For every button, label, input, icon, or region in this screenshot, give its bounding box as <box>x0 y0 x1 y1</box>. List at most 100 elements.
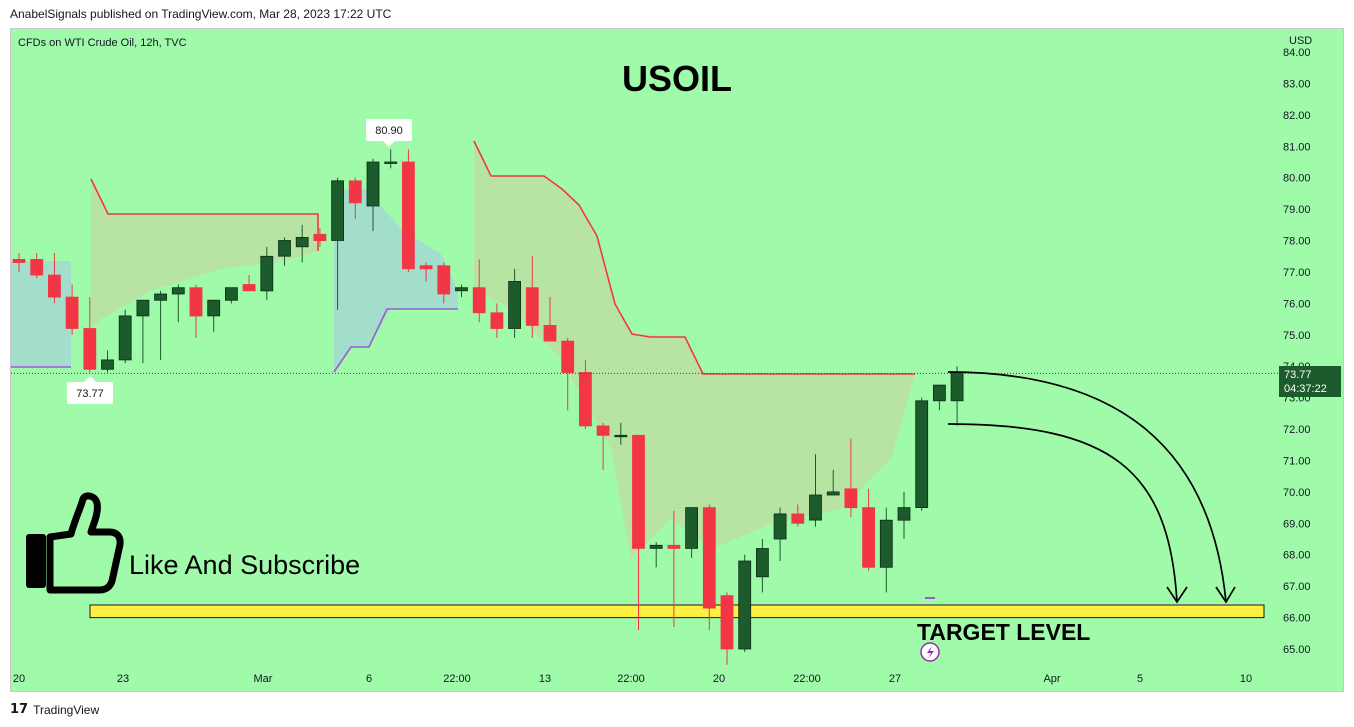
candle-body[interactable] <box>667 544 681 549</box>
candle-body[interactable] <box>879 519 893 568</box>
candle-body[interactable] <box>561 340 575 373</box>
candle-body[interactable] <box>472 287 486 314</box>
candle-body[interactable] <box>366 161 380 207</box>
candle-body[interactable] <box>260 255 274 292</box>
candle-body[interactable] <box>101 359 114 370</box>
candles-group <box>12 149 964 665</box>
candle-body[interactable] <box>579 372 592 427</box>
time-tick-label: 22:00 <box>617 673 645 685</box>
like-subscribe-text: Like And Subscribe <box>129 550 360 580</box>
candle-body[interactable] <box>118 315 132 361</box>
candle-body[interactable] <box>207 299 221 317</box>
candle-body[interactable] <box>136 299 150 317</box>
time-tick-label: 20 <box>13 673 25 685</box>
candle-body[interactable] <box>278 240 291 257</box>
candle-body[interactable] <box>826 491 840 496</box>
price-axis[interactable]: 65.00 66.00 67.00 68.00 69.00 70.00 71.00 72.00… <box>1283 47 1311 656</box>
candle-body[interactable] <box>950 372 964 402</box>
footer-brand[interactable]: TradingView <box>33 702 100 717</box>
candle-body[interactable] <box>30 258 44 276</box>
lightning-icon[interactable] <box>920 642 940 662</box>
time-tick-label: 5 <box>1137 673 1143 685</box>
price-tick-label: 79.00 <box>1283 204 1311 216</box>
candle-body[interactable] <box>83 328 97 370</box>
candle-body[interactable] <box>437 265 451 295</box>
candle-body[interactable] <box>862 507 875 568</box>
candle-body[interactable] <box>401 161 415 270</box>
time-tick-label: 6 <box>366 673 372 685</box>
candle-body[interactable] <box>189 287 203 317</box>
price-tick-label: 67.00 <box>1283 581 1311 593</box>
candle-body[interactable] <box>632 434 645 549</box>
forecast-arrow-1 <box>947 371 1227 603</box>
time-tick-label: 27 <box>889 673 901 685</box>
time-tick-label: 22:00 <box>793 673 821 685</box>
candle-body[interactable] <box>154 293 168 301</box>
candle-body[interactable] <box>915 400 929 508</box>
time-axis[interactable]: 20 23 Mar 6 22:00 13 22:00 20 22:00 27 Apr 5 10 <box>13 673 1252 685</box>
candle-body[interactable] <box>844 488 858 509</box>
candle-body[interactable] <box>12 258 26 263</box>
candle-body[interactable] <box>702 507 716 609</box>
price-tick-label: 77.00 <box>1283 267 1311 279</box>
tradingview-logo-icon: 𝟭𝟳 <box>10 702 29 717</box>
time-tick-label: Mar <box>254 673 273 685</box>
candle-body[interactable] <box>614 434 628 438</box>
purple-cloud-fill-2 <box>334 189 458 372</box>
red-cloud-fill-1 <box>91 179 318 329</box>
currency-label: USD <box>1289 35 1312 47</box>
chart-background <box>11 29 1343 691</box>
candle-body[interactable] <box>773 513 787 540</box>
candle-body[interactable] <box>295 236 309 248</box>
time-tick-label: 23 <box>117 673 129 685</box>
candle-body[interactable] <box>933 384 946 402</box>
candle-body[interactable] <box>685 507 698 549</box>
candle-body[interactable] <box>455 287 468 292</box>
red-cloud-fill-2 <box>474 141 915 559</box>
candle-body[interactable] <box>348 180 362 204</box>
candle-body[interactable] <box>543 324 557 342</box>
published-by: AnabelSignals published on TradingView.c… <box>10 7 392 21</box>
time-tick-label: Apr <box>1043 673 1060 685</box>
price-tick-label: 81.00 <box>1283 141 1311 153</box>
candle-body[interactable] <box>224 287 238 301</box>
candle-body[interactable] <box>171 287 185 295</box>
candle-body[interactable] <box>809 494 822 521</box>
candle-body[interactable] <box>331 180 345 241</box>
price-tick-label: 66.00 <box>1283 613 1311 625</box>
chart-frame[interactable]: CFDs on WTI Crude Oil, 12h, TVC USD USOI… <box>10 28 1344 692</box>
candle-body[interactable] <box>65 296 79 329</box>
candle-body[interactable] <box>791 513 805 524</box>
candle-body[interactable] <box>738 560 752 650</box>
candle-body[interactable] <box>48 274 61 298</box>
candle-body[interactable] <box>649 544 663 549</box>
chart-title: USOIL <box>622 58 732 99</box>
price-tick-label: 80.00 <box>1283 173 1311 185</box>
candle-body[interactable] <box>419 265 433 270</box>
purple-cloud-fill-1 <box>11 261 71 367</box>
candle-body[interactable] <box>508 280 522 329</box>
price-tick-label: 76.00 <box>1283 298 1311 310</box>
red-cloud-line-1 <box>90 178 319 251</box>
candle-body[interactable] <box>897 507 911 521</box>
candle-body[interactable] <box>384 161 398 164</box>
forecast-arrow-2 <box>947 423 1178 603</box>
thumbs-up-icon <box>26 492 124 594</box>
candlestick-chart[interactable]: CFDs on WTI Crude Oil, 12h, TVC USD USOI… <box>11 29 1344 692</box>
target-level-band <box>89 604 1265 619</box>
target-level-text: TARGET LEVEL <box>917 619 1090 645</box>
countdown-value: 04:37:22 <box>1284 383 1327 395</box>
candle-body[interactable] <box>596 425 610 436</box>
price-tick-label: 70.00 <box>1283 487 1311 499</box>
price-tick-label: 78.00 <box>1283 236 1311 248</box>
candle-body[interactable] <box>756 548 769 578</box>
candle-body[interactable] <box>313 233 327 242</box>
price-tick-label: 65.00 <box>1283 644 1311 656</box>
candle-body[interactable] <box>525 287 539 326</box>
candle-body[interactable] <box>490 312 504 329</box>
last-price-value: 73.77 <box>1284 369 1312 381</box>
price-tick-label: 68.00 <box>1283 550 1311 562</box>
candle-body[interactable] <box>720 595 734 650</box>
time-tick-label: 20 <box>713 673 725 685</box>
candle-body[interactable] <box>242 284 256 292</box>
